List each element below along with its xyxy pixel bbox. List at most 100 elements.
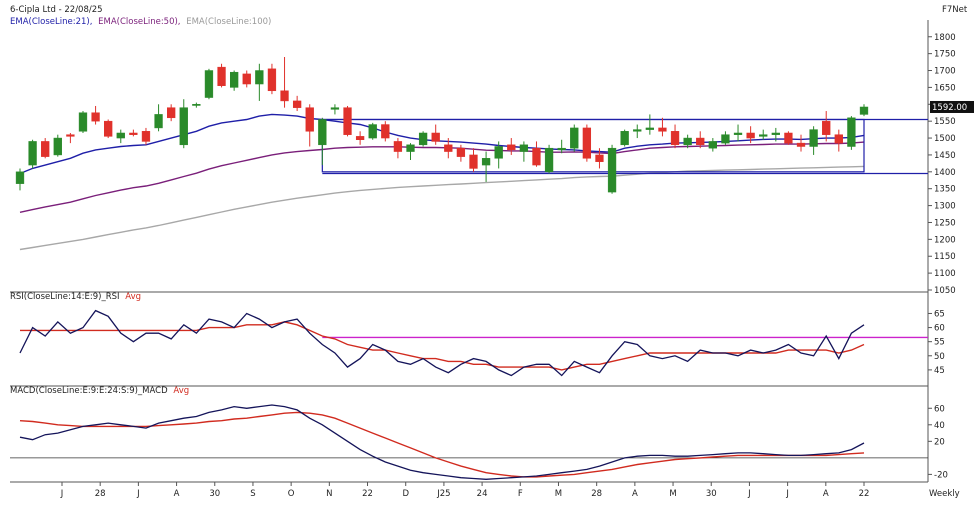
macd-tick-label: -20 bbox=[934, 470, 948, 480]
price-tick-label: 1350 bbox=[934, 185, 956, 195]
candle-body bbox=[116, 132, 125, 139]
candle-body bbox=[431, 132, 440, 142]
x-tick-label: J bbox=[747, 489, 751, 499]
macd-tick-label: 20 bbox=[934, 437, 945, 447]
chart-title: 6-Cipla Ltd - 22/08/25 bbox=[10, 5, 103, 15]
x-tick-label: 30 bbox=[706, 489, 717, 499]
candle-body bbox=[104, 120, 113, 137]
candle-body bbox=[255, 70, 264, 85]
ema-legend: EMA(CloseLine:21), EMA(CloseLine:50), EM… bbox=[10, 17, 271, 27]
ema100-line bbox=[19, 165, 865, 251]
macd-line bbox=[19, 404, 865, 480]
candle-body bbox=[78, 112, 88, 132]
x-tick-label: S bbox=[250, 489, 255, 499]
candle-body bbox=[280, 90, 289, 102]
macd-tick-label: 60 bbox=[934, 404, 945, 414]
candle-body bbox=[305, 107, 314, 132]
candle-body bbox=[696, 137, 705, 146]
price-tick-label: 1300 bbox=[934, 202, 956, 212]
price-tick-label: 1550 bbox=[934, 117, 956, 127]
candle-body bbox=[796, 142, 806, 147]
candle-body bbox=[721, 134, 730, 144]
candle-body bbox=[418, 132, 428, 146]
price-tick-label: 1250 bbox=[934, 218, 956, 228]
x-tick-label: A bbox=[632, 489, 638, 499]
x-tick-label: N bbox=[326, 489, 332, 499]
rsi-line bbox=[19, 309, 865, 377]
candle-body bbox=[469, 154, 478, 169]
x-tick-label: 22 bbox=[859, 489, 870, 499]
rsi-legend-label: RSI(CloseLine:14:E:9)_RSI bbox=[10, 292, 120, 302]
candle-body bbox=[204, 70, 214, 98]
candle-body bbox=[507, 144, 516, 151]
candle-body bbox=[217, 66, 226, 86]
candle-body bbox=[154, 114, 163, 129]
x-tick-label: 28 bbox=[591, 489, 602, 499]
x-tick-label: M bbox=[669, 489, 676, 499]
axes-layer: 1050 1100 1150 1200 1250 1300 1350 1400 1450 1500… bbox=[60, 33, 974, 499]
price-tick-label: 1450 bbox=[934, 151, 956, 161]
candle-body bbox=[746, 132, 755, 139]
frame-layer bbox=[10, 20, 929, 483]
price-tick-label: 1500 bbox=[934, 134, 956, 144]
consolidation-box bbox=[321, 118, 865, 173]
candle-body bbox=[733, 132, 743, 135]
candle-body bbox=[28, 141, 37, 166]
x-tick-label: J bbox=[60, 489, 64, 499]
price-tick-label: 1700 bbox=[934, 67, 956, 77]
price-panel bbox=[15, 57, 928, 251]
candle-body bbox=[406, 144, 415, 152]
ema100-legend: EMA(CloseLine:100) bbox=[186, 17, 271, 27]
candle-body bbox=[519, 144, 529, 152]
candle-body bbox=[544, 147, 554, 173]
candle-body bbox=[645, 127, 655, 130]
x-tick-label: F bbox=[518, 489, 523, 499]
candle-body bbox=[481, 158, 491, 166]
price-tick-label: 1100 bbox=[934, 269, 956, 279]
macd-avg-line bbox=[19, 411, 865, 478]
price-tick-label: 1200 bbox=[934, 235, 956, 245]
x-tick-label: J bbox=[785, 489, 789, 499]
candle-body bbox=[532, 147, 541, 166]
candle-body bbox=[192, 104, 201, 106]
candle-body bbox=[784, 132, 793, 144]
ema21-line bbox=[19, 113, 865, 175]
x-tick-label: 28 bbox=[95, 489, 106, 499]
price-tick-label: 1650 bbox=[934, 83, 956, 93]
candle-body bbox=[393, 141, 403, 152]
rsi-panel bbox=[19, 309, 928, 377]
macd-legend: MACD(CloseLine:E:9:E:24:S:9)_MACD Avg bbox=[10, 386, 189, 396]
candle-body bbox=[759, 134, 768, 137]
x-tick-label: 22 bbox=[362, 489, 373, 499]
candle-body bbox=[620, 131, 629, 146]
candle-body bbox=[292, 100, 302, 108]
x-tick-label: D bbox=[402, 489, 409, 499]
rsi-legend-avg: Avg bbox=[125, 292, 141, 302]
last-price-label: 1592.00 bbox=[932, 103, 967, 113]
candle-body bbox=[343, 107, 352, 135]
rsi-tick-label: 45 bbox=[934, 366, 945, 376]
macd-panel bbox=[10, 404, 928, 480]
rsi-legend: RSI(CloseLine:14:E:9)_RSI Avg bbox=[10, 292, 141, 302]
x-tick-label: A bbox=[823, 489, 829, 499]
candle-body bbox=[859, 106, 869, 115]
candle-body bbox=[456, 147, 466, 157]
macd-tick-label: 40 bbox=[934, 421, 945, 431]
candle-body bbox=[595, 154, 604, 162]
candle-body bbox=[557, 147, 566, 151]
x-tick-label: J25 bbox=[436, 489, 450, 499]
price-tick-label: 1750 bbox=[934, 50, 956, 60]
candle-body bbox=[229, 71, 239, 88]
x-tick-label: 30 bbox=[209, 489, 220, 499]
candle-body bbox=[683, 137, 692, 146]
rsi-tick-label: 55 bbox=[934, 338, 945, 348]
candle-body bbox=[167, 107, 176, 119]
candle-body bbox=[444, 144, 453, 152]
candle-body bbox=[834, 134, 843, 144]
candle-body bbox=[66, 134, 75, 137]
candle-body bbox=[330, 107, 340, 110]
candle-body bbox=[355, 136, 365, 140]
candle-body bbox=[242, 73, 251, 85]
candle-body bbox=[822, 120, 831, 135]
